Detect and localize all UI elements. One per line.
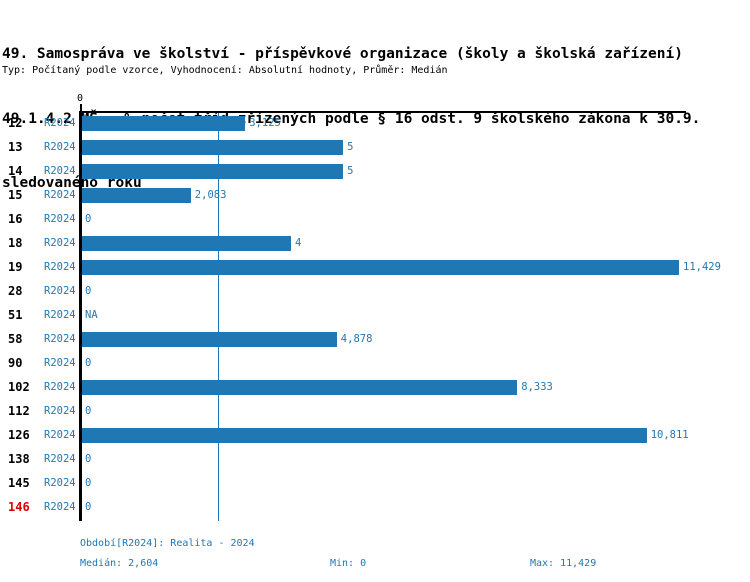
footer-min-stat: Min: 0 [330,558,367,569]
value-bar [82,115,246,131]
row-period-label: R2024 [44,357,76,369]
row-id-label: 138 [8,452,30,466]
chart-rows: 12 R2024 3,125 13 R2024 5 14 R2024 5 15 … [0,111,750,519]
row-period-label: R2024 [44,405,76,417]
chart-row: 145 R2024 0 [0,471,750,495]
row-id-label: 18 [8,236,23,250]
value-bar [82,331,337,347]
chart-row: 28 R2024 0 [0,279,750,303]
row-period-label: R2024 [44,213,76,225]
row-period-label: R2024 [44,165,76,177]
row-id-label: 13 [8,140,23,154]
row-period-label: R2024 [44,381,76,393]
value-label: 5 [347,141,354,153]
value-label: 2,083 [194,189,227,201]
chart-row: 146 R2024 0 [0,495,750,519]
row-period-label: R2024 [44,285,76,297]
chart-row: 51 R2024 NA [0,303,750,327]
value-label: NA [85,309,98,321]
row-id-label: 145 [8,476,30,490]
chart-row: 18 R2024 4 [0,231,750,255]
value-label: 0 [85,477,92,489]
value-label: 4 [294,237,302,249]
title-line-3: sledovaného roku [2,175,142,191]
value-bar [82,259,679,275]
row-id-label: 126 [8,428,30,442]
x-axis-zero-label: 0 [76,93,84,104]
chart-row: 58 R2024 4,878 [0,327,750,351]
row-period-label: R2024 [44,501,76,513]
chart-row: 13 R2024 5 [0,135,750,159]
row-period-label: R2024 [44,117,76,129]
value-bar [82,187,191,203]
row-id-label: 102 [8,380,30,394]
row-period-label: R2024 [44,429,76,441]
value-bar [82,427,647,443]
row-period-label: R2024 [44,333,76,345]
chart-row: 16 R2024 0 [0,207,750,231]
row-id-label: 90 [8,356,23,370]
value-label: 4,878 [340,333,373,345]
value-bar [82,139,344,155]
value-bar [82,163,344,179]
chart-row: 138 R2024 0 [0,447,750,471]
x-axis-line [80,111,686,113]
value-label: 10,811 [650,429,689,441]
footer-period-label: Období[R2024]: Realita - 2024 [80,538,255,549]
row-id-label: 16 [8,212,23,226]
row-period-label: R2024 [44,141,76,153]
chart-subtitle: Typ: Počítaný podle vzorce, Vyhodnocení:… [2,65,448,76]
value-label: 11,429 [683,261,721,273]
x-axis-tick [80,104,82,113]
row-period-label: R2024 [44,237,76,249]
footer-max-stat: Max: 11,429 [530,558,597,569]
row-id-label: 28 [8,284,23,298]
row-period-label: R2024 [44,189,76,201]
chart-row: 19 R2024 11,429 [0,255,750,279]
row-id-label: 19 [8,260,23,274]
row-id-label: 15 [8,188,23,202]
median-line [218,113,220,521]
value-bar [82,235,291,251]
row-id-label: 58 [8,332,23,346]
value-label: 0 [85,213,92,225]
value-label: 5 [347,165,354,177]
row-period-label: R2024 [44,453,76,465]
row-period-label: R2024 [44,477,76,489]
chart-row: 15 R2024 2,083 [0,183,750,207]
row-period-label: R2024 [44,261,76,273]
chart-row: 102 R2024 8,333 [0,375,750,399]
chart-row: 126 R2024 10,811 [0,423,750,447]
value-label: 0 [85,453,92,465]
value-bar [82,379,518,395]
chart-row: 90 R2024 0 [0,351,750,375]
chart-row: 14 R2024 5 [0,159,750,183]
value-label: 0 [85,285,92,297]
row-id-label: 146 [8,500,30,514]
value-label: 8,333 [521,381,553,393]
footer-median-stat: Medián: 2,604 [80,558,159,569]
value-label: 3,125 [249,117,281,129]
value-label: 0 [85,357,92,369]
row-id-label: 51 [8,308,23,322]
chart-row: 12 R2024 3,125 [0,111,750,135]
title-line-1: 49. Samospráva ve školství - příspěvkové… [2,46,683,62]
chart-row: 112 R2024 0 [0,399,750,423]
row-id-label: 12 [8,116,23,130]
row-period-label: R2024 [44,309,76,321]
y-axis-line [79,111,82,521]
value-label: 0 [85,405,92,417]
row-id-label: 112 [8,404,30,418]
value-label: 0 [85,501,92,513]
row-id-label: 14 [8,164,23,178]
